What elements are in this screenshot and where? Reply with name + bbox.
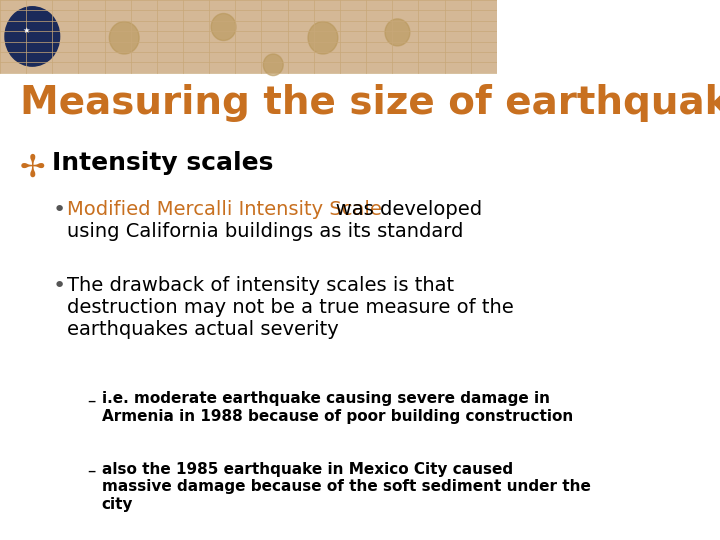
Circle shape [5, 6, 60, 66]
Text: was developed
using California buildings as its standard: was developed using California buildings… [67, 200, 482, 241]
Text: •: • [52, 276, 66, 296]
Circle shape [264, 54, 283, 76]
Text: –: – [87, 462, 95, 480]
Text: The drawback of intensity scales is that
destruction may not be a true measure o: The drawback of intensity scales is that… [67, 276, 514, 340]
Text: Measuring the size of earthquakes: Measuring the size of earthquakes [20, 84, 720, 122]
Text: also the 1985 earthquake in Mexico City caused
massive damage because of the sof: also the 1985 earthquake in Mexico City … [102, 462, 590, 511]
Text: –: – [87, 392, 95, 409]
Text: i.e. moderate earthquake causing severe damage in
Armenia in 1988 because of poo: i.e. moderate earthquake causing severe … [102, 392, 573, 424]
Text: ✢: ✢ [20, 154, 45, 183]
Circle shape [385, 19, 410, 46]
Text: ★: ★ [22, 25, 30, 35]
Text: Intensity scales: Intensity scales [52, 151, 274, 175]
Text: •: • [52, 200, 66, 220]
Circle shape [308, 22, 338, 54]
Circle shape [109, 22, 139, 54]
Circle shape [211, 14, 236, 40]
Text: Modified Mercalli Intensity Scale: Modified Mercalli Intensity Scale [67, 200, 382, 219]
FancyBboxPatch shape [0, 0, 497, 73]
